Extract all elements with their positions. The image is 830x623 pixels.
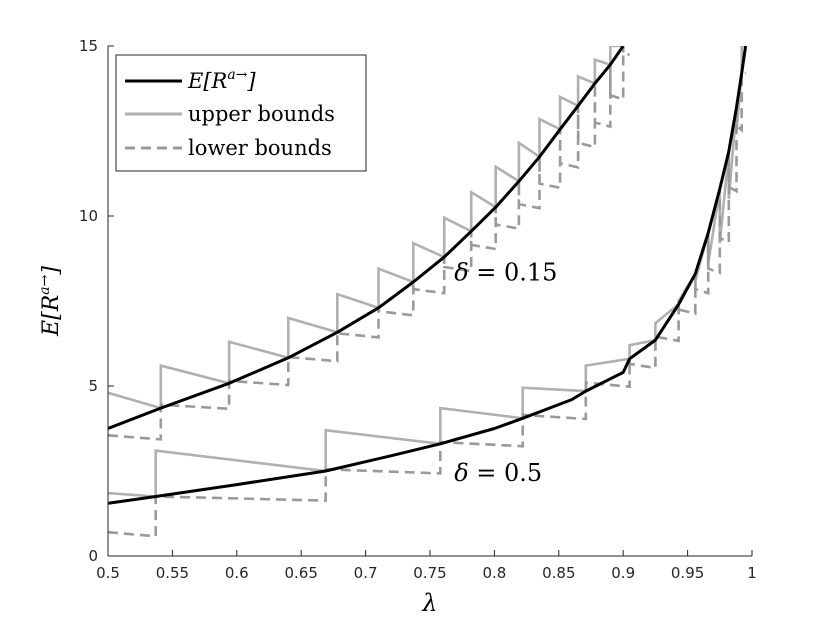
x-tick-label: 0.9 [611,564,635,582]
annotations: δ = 0.15 δ = 0.5 [454,259,557,488]
x-axis-label: λ [421,589,437,617]
x-tick-label: 1 [747,564,757,582]
svg-text:E[Ra→]: E[Ra→] [37,266,64,337]
annotation-label: δ = 0.15 [454,259,557,287]
legend-label-lower: lower bounds [188,136,332,160]
x-ticks: 0.5 0.55 0.6 0.65 0.7 0.75 0.8 0.85 0.9 0.95 1 [96,550,757,582]
legend-label-exact: E[Ra→] [187,67,256,93]
x-tick-label: 0.5 [96,564,120,582]
y-tick-label: 10 [79,207,98,225]
series-group [108,46,748,538]
y-label-sup: a→ [37,274,53,294]
legend-label-upper: upper bounds [188,102,335,126]
y-tick-label: 5 [88,377,98,395]
lower-bound-line-0 [108,46,630,441]
y-tick-label: 15 [79,37,98,55]
x-tick-label: 0.85 [542,564,575,582]
x-tick-label: 0.8 [482,564,506,582]
upper-bound-line-0 [108,46,625,410]
plot-lines [108,46,748,538]
x-tick-label: 0.7 [354,564,378,582]
x-tick-label: 0.6 [225,564,249,582]
x-tick-label: 0.55 [156,564,189,582]
expected-value-line-0 [108,46,625,430]
lower-bound-line-1 [108,71,746,538]
x-tick-label: 0.65 [284,564,317,582]
y-tick-label: 0 [88,547,98,565]
annotation-label: δ = 0.5 [454,459,542,487]
y-axis-label: E[Ra→] [37,266,64,337]
upper-bound-line-1 [108,46,746,498]
legend: E[Ra→] upper bounds lower bounds [115,54,367,172]
y-label-end: ] [39,266,64,276]
x-tick-label: 0.95 [671,564,704,582]
y-ticks: 0 5 10 15 [79,37,114,565]
y-label-base: E[R [39,295,64,337]
x-tick-label: 0.75 [413,564,446,582]
expected-value-line-1 [108,46,748,505]
